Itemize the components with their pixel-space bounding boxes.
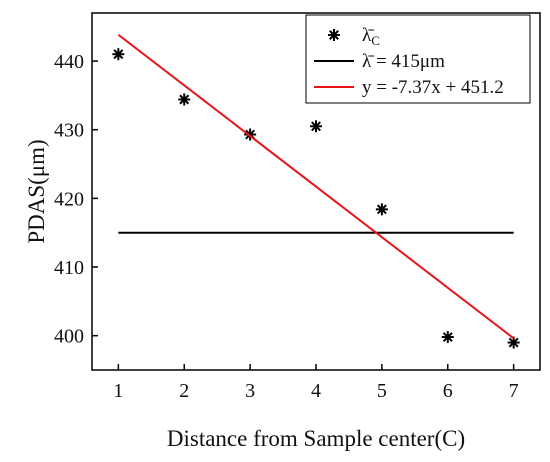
data-point xyxy=(441,331,454,344)
legend: λ̄C λ̄ = 415μm y = -7.37x + 451.2 xyxy=(305,14,531,104)
x-tick-label: 2 xyxy=(179,380,189,402)
x-tick-label: 3 xyxy=(245,380,255,402)
y-tick-label: 440 xyxy=(54,51,84,73)
y-axis-label: PDAS(μm) xyxy=(24,139,49,243)
x-tick-label: 7 xyxy=(509,380,519,402)
x-tick-label: 6 xyxy=(443,380,453,402)
y-tick-label: 430 xyxy=(54,120,84,142)
legend-box xyxy=(305,14,531,104)
legend-marker-swatch xyxy=(328,29,340,41)
legend-label: λ̄ = 415μm xyxy=(362,51,445,72)
ticks: 1 2 3 4 5 6 7 400 410 420 430 440 xyxy=(54,51,519,402)
series-layer xyxy=(112,33,520,349)
data-point xyxy=(310,120,322,133)
data-point xyxy=(507,336,520,349)
x-tick-label: 1 xyxy=(113,380,123,402)
y-tick-label: 410 xyxy=(54,257,84,279)
x-axis-label: Distance from Sample center(C) xyxy=(167,426,465,451)
data-point xyxy=(375,203,388,216)
y-tick-label: 400 xyxy=(54,326,84,348)
x-tick-label: 4 xyxy=(311,380,321,402)
x-tick-label: 5 xyxy=(377,380,387,402)
y-tick-label: 420 xyxy=(54,188,84,210)
data-point xyxy=(112,48,125,61)
plot-frame xyxy=(91,12,541,371)
series-line-2 xyxy=(117,33,515,340)
legend-label: λ̄C xyxy=(362,25,380,48)
legend-label: y = -7.37x + 451.2 xyxy=(362,77,504,98)
data-point xyxy=(178,93,191,106)
